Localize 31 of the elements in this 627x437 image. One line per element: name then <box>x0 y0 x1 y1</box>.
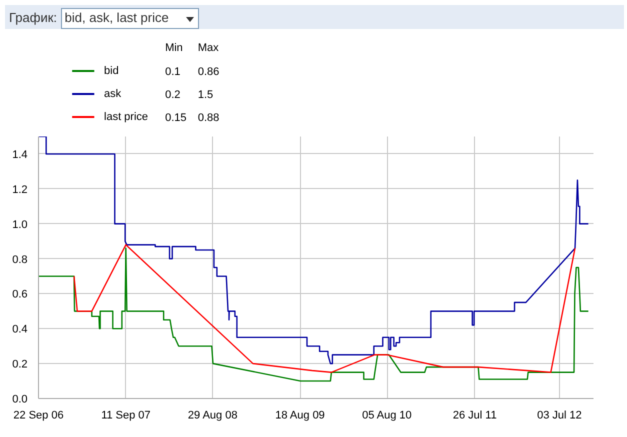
chart-title: График: <box>9 10 58 25</box>
text: 0.2 <box>165 89 180 101</box>
text: 0.15 <box>165 112 186 124</box>
line-series <box>38 136 589 364</box>
x-tick-label: 29 Aug 08 <box>188 410 238 422</box>
text: 0.88 <box>198 112 220 124</box>
y-tick-label: 0.2 <box>12 358 28 371</box>
y-tick-label: 1.4 <box>12 148 28 161</box>
y-tick-label: 1.0 <box>12 218 28 231</box>
line-series <box>38 248 589 382</box>
text: Min <box>165 42 183 54</box>
y-tick-label: 1.2 <box>12 184 28 196</box>
line-series <box>73 244 576 373</box>
text: Max <box>198 42 220 54</box>
x-tick-label: 03 Jul 12 <box>537 410 582 422</box>
chart-subtitle: bid, ask, last price <box>60 8 200 29</box>
y-tick-label: 0.8 <box>12 254 28 266</box>
x-tick-label: 22 Sep 06 <box>13 410 64 422</box>
text: 0.1 <box>165 66 180 78</box>
text: 0.86 <box>198 66 220 78</box>
y-tick-label: 0.4 <box>12 324 28 336</box>
legend-label: bid <box>104 65 119 77</box>
y-tick-label: 0.0 <box>12 394 28 406</box>
x-tick-label: 05 Aug 10 <box>362 410 412 422</box>
x-tick-label: 18 Aug 09 <box>275 410 325 422</box>
y-tick-label: 0.6 <box>12 288 28 301</box>
x-tick-label: 11 Sep 07 <box>101 410 151 422</box>
text: 1.5 <box>198 89 214 101</box>
legend-label: ask <box>104 88 122 100</box>
legend-label: last price <box>104 111 148 123</box>
x-tick-label: 26 Jul 11 <box>452 410 497 422</box>
